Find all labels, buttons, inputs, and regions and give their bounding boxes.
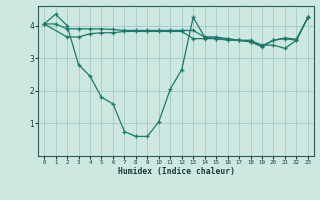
X-axis label: Humidex (Indice chaleur): Humidex (Indice chaleur): [117, 167, 235, 176]
